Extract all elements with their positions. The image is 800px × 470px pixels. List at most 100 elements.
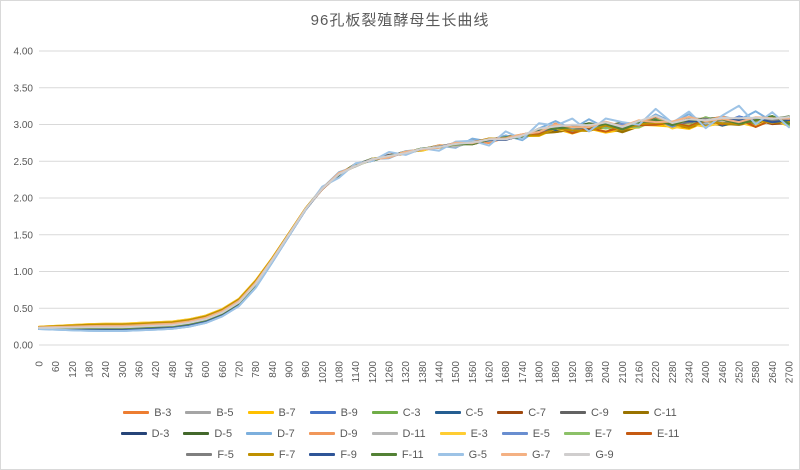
legend-item-C-7[interactable]: C-7 [497, 407, 546, 419]
x-axis-tick-label: 1860 [551, 361, 562, 384]
y-axis-tick-label: 1.00 [14, 267, 34, 278]
series-line-B-3 [38, 116, 790, 329]
legend-swatch [309, 453, 336, 456]
legend-swatch [186, 453, 213, 456]
legend-swatch [183, 432, 210, 435]
legend: B-3 B-5 B-7 B-9 C-3 C-5 C-7 C-9 C-11 D-3 D-5 D-7 D-9… [1, 402, 799, 465]
legend-swatch [371, 432, 398, 435]
legend-label: C-7 [528, 406, 546, 419]
legend-item-F-9[interactable]: F-9 [309, 449, 357, 461]
x-axis-tick-label: 2400 [701, 361, 712, 384]
series-line-D-9 [38, 115, 790, 329]
y-axis-tick-label: 2.50 [14, 157, 34, 168]
legend-swatch [371, 411, 398, 414]
legend-item-B-7[interactable]: B-7 [247, 407, 296, 419]
x-axis-tick-label: 1380 [418, 361, 429, 384]
legend-item-E-3[interactable]: E-3 [439, 428, 488, 440]
x-axis-tick-label: 2040 [601, 361, 612, 384]
legend-row-1: B-3 B-5 B-7 B-9 C-3 C-5 C-7 C-9 C-11 [116, 402, 683, 423]
legend-swatch [247, 411, 274, 414]
legend-row-3: F-5 F-7 F-9 F-11 G-5 G-7 G-9 [179, 444, 620, 465]
x-axis-tick-label: 1260 [385, 361, 396, 384]
legend-swatch [123, 411, 150, 414]
x-axis-tick-label: 1140 [351, 361, 362, 383]
x-axis-tick-label: 120 [68, 361, 79, 378]
legend-item-D-3[interactable]: D-3 [120, 427, 170, 440]
legend-item-C-3[interactable]: C-3 [371, 407, 421, 419]
legend-item-F-11[interactable]: F-11 [370, 449, 424, 461]
y-axis-tick-label: 1.50 [14, 230, 34, 241]
x-axis-tick-label: 180 [85, 361, 96, 378]
legend-item-G-9[interactable]: G-9 [564, 449, 614, 461]
x-axis-tick-label: 900 [285, 361, 296, 378]
y-axis-tick-label: 3.50 [14, 83, 34, 94]
legend-item-F-7[interactable]: F-7 [247, 448, 296, 461]
legend-row-2: D-3 D-5 D-7 D-9 D-11 E-3 E-5 E-7 E-11 [114, 423, 687, 444]
x-axis-tick-label: 2460 [718, 361, 729, 384]
x-axis-tick-label: 1500 [451, 361, 462, 384]
series-line-F-11 [38, 115, 790, 330]
y-axis-tick-label: 4.00 [14, 47, 34, 58]
x-axis-tick-label: 1320 [401, 361, 412, 384]
legend-item-C-9[interactable]: C-9 [559, 406, 609, 419]
x-axis-tick-label: 1980 [585, 361, 596, 384]
legend-item-B-3[interactable]: B-3 [123, 407, 171, 419]
x-axis-tick-label: 2520 [735, 361, 746, 384]
x-axis-tick-label: 840 [268, 361, 279, 378]
legend-item-D-9[interactable]: D-9 [308, 428, 358, 440]
legend-label: C-5 [465, 406, 484, 419]
x-axis-tick-label: 0 [35, 361, 46, 367]
x-axis-tick-label: 2340 [685, 361, 696, 384]
legend-swatch [185, 411, 212, 414]
legend-item-G-7[interactable]: G-7 [500, 449, 550, 461]
legend-item-D-7[interactable]: D-7 [246, 428, 295, 440]
series-line-B-9 [38, 115, 790, 332]
legend-item-D-5[interactable]: D-5 [183, 428, 232, 440]
legend-item-E-7[interactable]: E-7 [563, 428, 612, 440]
legend-label: E-11 [656, 427, 680, 440]
legend-item-E-5[interactable]: E-5 [501, 427, 550, 440]
series-line-D-7 [38, 110, 790, 332]
legend-item-B-5[interactable]: B-5 [185, 406, 234, 419]
series-line-E-7 [38, 116, 790, 330]
legend-item-C-11[interactable]: C-11 [622, 406, 677, 419]
legend-label: E-5 [532, 427, 550, 440]
legend-item-C-5[interactable]: C-5 [434, 406, 484, 419]
x-axis-tick-label: 1740 [518, 361, 529, 384]
y-axis-tick-label: 0.50 [14, 304, 34, 315]
series-line-G-9 [38, 114, 790, 329]
legend-label: C-9 [590, 406, 609, 419]
legend-item-G-5[interactable]: G-5 [437, 448, 487, 461]
x-axis-tick-label: 960 [301, 361, 312, 378]
x-axis-tick-label: 240 [101, 361, 112, 378]
legend-item-E-11[interactable]: E-11 [625, 427, 680, 440]
y-axis-tick-label: 3.00 [14, 120, 34, 131]
legend-label: F-7 [278, 448, 296, 461]
x-axis-tick-label: 480 [168, 361, 179, 378]
legend-item-B-9[interactable]: B-9 [309, 407, 358, 419]
x-axis-tick-label: 780 [251, 361, 262, 378]
x-axis-tick-label: 660 [218, 361, 229, 378]
x-axis-tick-label: 1800 [535, 361, 546, 384]
legend-swatch [501, 432, 528, 435]
legend-item-F-5[interactable]: F-5 [186, 449, 234, 461]
x-axis-tick-label: 2280 [668, 361, 679, 384]
legend-swatch [309, 411, 336, 414]
x-axis-tick-label: 540 [185, 361, 196, 378]
x-axis-tick-label: 360 [135, 361, 146, 378]
x-axis-tick-label: 1020 [318, 361, 329, 384]
x-axis-tick-label: 2640 [768, 361, 779, 384]
x-axis-tick-label: 60 [51, 361, 62, 373]
legend-item-D-11[interactable]: D-11 [371, 428, 426, 440]
x-axis-tick-label: 420 [151, 361, 162, 378]
legend-label: C-11 [653, 406, 677, 419]
legend-label: B-5 [216, 406, 234, 419]
legend-swatch [246, 432, 273, 435]
legend-label: G-5 [468, 448, 487, 461]
x-axis-tick-label: 300 [118, 361, 129, 378]
x-axis-tick-label: 2580 [751, 361, 762, 384]
legend-label: D-3 [151, 427, 170, 440]
x-axis-tick-label: 1080 [335, 361, 346, 384]
